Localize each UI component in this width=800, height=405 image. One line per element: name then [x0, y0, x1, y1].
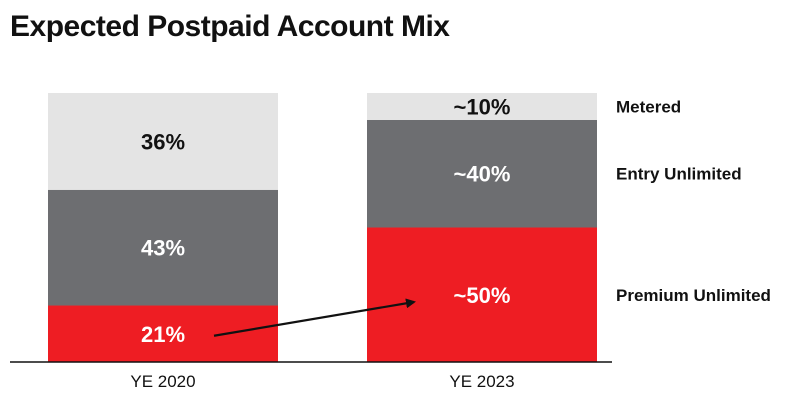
data-label-ye-2020-premium-unlimited: 21% — [141, 322, 185, 347]
data-label-ye-2023-premium-unlimited: ~50% — [454, 283, 511, 308]
legend-item-entry-unlimited: Entry Unlimited — [616, 165, 742, 184]
bar-ye-2020-metered — [48, 93, 278, 190]
x-tick-label-ye-2020: YE 2020 — [130, 372, 195, 391]
bars-group — [48, 93, 597, 362]
bar-ye-2023-metered — [367, 93, 597, 120]
growth-arrow — [213, 298, 416, 337]
bar-ye-2020-entry-unlimited — [48, 189, 278, 306]
bar-ye-2023-premium-unlimited — [367, 227, 597, 362]
x-tick-label-ye-2023: YE 2023 — [449, 372, 514, 391]
data-label-ye-2020-metered: 36% — [141, 129, 185, 154]
data-label-ye-2020-entry-unlimited: 43% — [141, 236, 185, 261]
chart-title: Expected Postpaid Account Mix — [10, 10, 450, 43]
data-label-ye-2023-metered: ~10% — [454, 94, 511, 119]
annotations — [213, 298, 416, 337]
segment-labels-group: 21% 43% 36% ~50% ~40% ~10% — [141, 94, 510, 346]
x-axis: YE 2020 YE 2023 — [10, 361, 612, 391]
bar-ye-2020-premium-unlimited — [48, 305, 278, 362]
bar-ye-2023-entry-unlimited — [367, 119, 597, 228]
legend-item-premium-unlimited: Premium Unlimited — [616, 286, 771, 305]
legend: Premium Unlimited Entry Unlimited Metered — [616, 97, 771, 304]
legend-item-metered: Metered — [616, 97, 681, 116]
data-label-ye-2023-entry-unlimited: ~40% — [454, 162, 511, 187]
